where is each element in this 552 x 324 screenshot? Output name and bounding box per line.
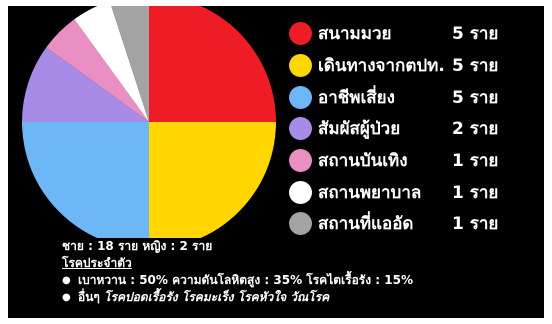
pie-slice-3 xyxy=(22,47,149,122)
section-title: โรคประจำตัว xyxy=(62,256,132,270)
legend-item-risk-occupation: อาชีพเสี่ยง 5 ราย xyxy=(289,81,539,113)
legend-count: 5 ราย xyxy=(452,56,499,77)
legend-label: สัมผัสผู้ป่วย xyxy=(318,119,401,140)
pie-slice-2 xyxy=(22,122,149,238)
others-list: โรคปอดเรื้อรัง โรคมะเร็ง โรคหัวใจ วัณโรค xyxy=(104,290,330,304)
legend-label: อาชีพเสี่ยง xyxy=(318,87,395,108)
legend-label: สถานพยาบาล xyxy=(318,182,422,203)
footer-notes: ชาย : 18 ราย หญิง : 2 ราย โรคประจำตัว เบ… xyxy=(62,238,413,306)
diabetes-label: เบาหวาน : xyxy=(78,273,140,287)
ckd-value: 15% xyxy=(384,273,413,287)
legend-item-crowded-place: สถานที่แออัด 1 ราย xyxy=(289,208,539,240)
legend-label: เดินทางจากตปท. xyxy=(318,56,445,77)
legend-swatch xyxy=(289,212,312,236)
legend-swatch xyxy=(289,22,312,46)
gender-summary: ชาย : 18 ราย หญิง : 2 ราย xyxy=(62,239,213,253)
legend-item-hospital: สถานพยาบาล 1 ราย xyxy=(289,176,539,208)
hypertension-label: ความดันโลหิตสูง : xyxy=(167,273,274,287)
legend-label: สถานบันเทิง xyxy=(318,151,408,172)
comorbidity-line-1: เบาหวาน : 50% ความดันโลหิตสูง : 35% โรคไ… xyxy=(62,272,413,289)
legend-count: 1 ราย xyxy=(452,214,499,235)
legend-count: 2 ราย xyxy=(452,119,499,140)
legend-count: 5 ราย xyxy=(452,24,499,45)
legend-swatch xyxy=(289,180,312,204)
legend-count: 5 ราย xyxy=(452,87,499,108)
pie-slice-0 xyxy=(149,6,276,122)
legend-swatch xyxy=(289,54,312,78)
comorbidity-line-2: อื่นๆ โรคปอดเรื้อรัง โรคมะเร็ง โรคหัวใจ … xyxy=(62,289,413,306)
legend-swatch xyxy=(289,149,312,173)
legend-count: 1 ราย xyxy=(452,151,499,172)
legend-swatch xyxy=(289,85,312,109)
ckd-label: โรคไตเรื้อรัง : xyxy=(302,273,385,287)
legend-label: สถานที่แออัด xyxy=(318,214,414,235)
pie-slice-6 xyxy=(111,6,149,122)
legend-swatch xyxy=(289,117,312,141)
others-prefix: อื่นๆ xyxy=(78,290,105,304)
legend-item-entertainment-venue: สถานบันเทิง 1 ราย xyxy=(289,145,539,177)
legend-item-patient-contact: สัมผัสผู้ป่วย 2 ราย xyxy=(289,113,539,145)
pie-slice-1 xyxy=(149,122,276,238)
legend-label: สนามมวย xyxy=(318,24,392,45)
legend-item-travel-abroad: เดินทางจากตปท. 5 ราย xyxy=(289,50,539,82)
hypertension-value: 35% xyxy=(273,273,303,287)
pie-slice-4 xyxy=(46,19,150,123)
infographic-panel: สนามมวย 5 ราย เดินทางจากตปท. 5 ราย อาชีพ… xyxy=(8,6,544,318)
pie-chart xyxy=(22,6,276,238)
diabetes-value: 50% xyxy=(139,273,168,287)
legend-item-boxing-stadium: สนามมวย 5 ราย xyxy=(289,18,539,50)
legend-count: 1 ราย xyxy=(452,182,499,203)
pie-slice-5 xyxy=(74,6,149,122)
legend: สนามมวย 5 ราย เดินทางจากตปท. 5 ราย อาชีพ… xyxy=(289,18,539,240)
